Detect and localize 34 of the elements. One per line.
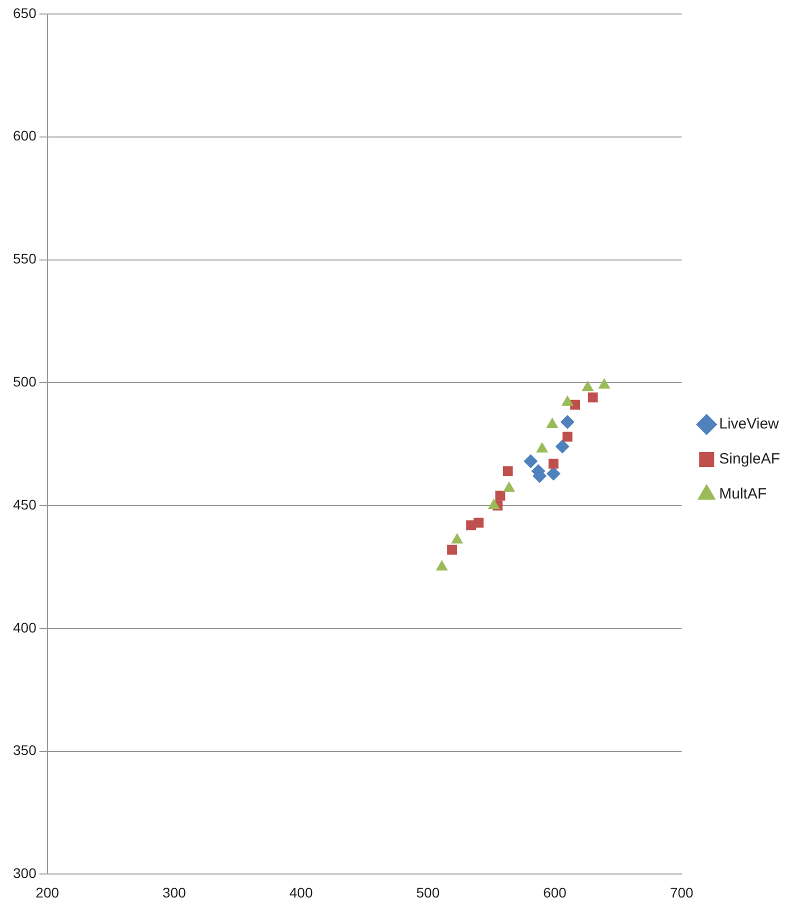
x-tick-label: 600: [543, 884, 567, 900]
x-tick-label: 500: [416, 884, 440, 900]
y-tick-label: 300: [13, 865, 37, 882]
legend-label: MultAF: [719, 486, 767, 503]
y-tick-label: 450: [13, 496, 37, 512]
point: [561, 395, 574, 406]
y-tick-label: 650: [13, 4, 37, 21]
point: [562, 432, 572, 442]
x-tick-label: 200: [36, 884, 60, 900]
point: [548, 458, 558, 469]
point: [536, 442, 548, 453]
point: [546, 417, 558, 428]
y-tick-label: 550: [13, 250, 37, 267]
point: [488, 498, 500, 510]
point: [560, 414, 574, 429]
point: [555, 440, 570, 454]
x-tick-label: 700: [670, 884, 694, 900]
legend-label: LiveView: [719, 416, 780, 433]
point: [588, 392, 598, 402]
y-tick-label: 400: [13, 619, 37, 636]
x-tick-label: 400: [289, 884, 313, 900]
legend-label: SingleAF: [719, 450, 780, 468]
point: [447, 544, 457, 555]
y-tick-label: 500: [13, 374, 37, 390]
point: [495, 490, 506, 501]
point: [524, 454, 538, 468]
point: [582, 380, 594, 392]
x-tick-label: 300: [162, 884, 186, 900]
point: [598, 378, 610, 389]
y-tick-label: 350: [13, 742, 37, 758]
point: [466, 520, 476, 530]
point: [546, 466, 561, 481]
y-tick-label: 600: [13, 128, 37, 144]
point: [502, 466, 513, 476]
